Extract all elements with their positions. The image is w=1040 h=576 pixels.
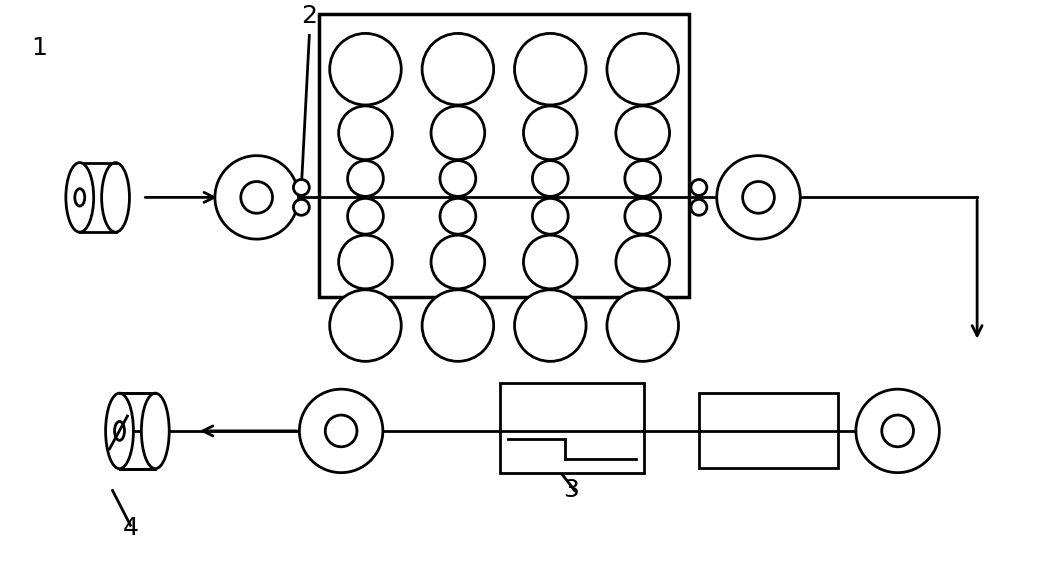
Circle shape (339, 235, 392, 289)
Circle shape (422, 33, 494, 105)
Circle shape (616, 106, 670, 160)
Ellipse shape (141, 393, 170, 469)
Circle shape (300, 389, 383, 473)
Circle shape (625, 198, 660, 234)
Circle shape (293, 199, 309, 215)
Ellipse shape (106, 393, 133, 469)
Text: 4: 4 (123, 516, 138, 540)
Circle shape (431, 106, 485, 160)
Circle shape (691, 199, 707, 215)
Circle shape (717, 156, 800, 239)
Circle shape (241, 181, 272, 213)
Circle shape (339, 106, 392, 160)
Circle shape (440, 161, 475, 196)
Text: 2: 2 (302, 5, 317, 28)
Ellipse shape (66, 162, 94, 232)
Bar (319, 14, 688, 297)
Circle shape (326, 415, 357, 447)
Circle shape (293, 180, 309, 195)
Circle shape (523, 235, 577, 289)
Text: 3: 3 (563, 479, 578, 502)
Text: 1: 1 (31, 36, 47, 60)
Circle shape (532, 198, 568, 234)
Circle shape (330, 290, 401, 361)
Ellipse shape (102, 162, 129, 232)
Circle shape (523, 106, 577, 160)
Circle shape (330, 33, 401, 105)
Circle shape (856, 389, 939, 473)
Bar (500, 383, 644, 473)
Circle shape (625, 161, 660, 196)
Circle shape (422, 290, 494, 361)
Circle shape (616, 235, 670, 289)
Circle shape (215, 156, 298, 239)
Circle shape (515, 290, 587, 361)
Circle shape (440, 198, 475, 234)
Circle shape (607, 290, 678, 361)
Circle shape (347, 161, 384, 196)
Circle shape (607, 33, 678, 105)
Ellipse shape (114, 422, 125, 441)
Circle shape (347, 198, 384, 234)
Circle shape (515, 33, 587, 105)
Circle shape (532, 161, 568, 196)
Bar (699, 393, 838, 468)
Ellipse shape (75, 189, 84, 206)
Circle shape (743, 181, 775, 213)
Circle shape (882, 415, 913, 447)
Circle shape (431, 235, 485, 289)
Circle shape (691, 180, 707, 195)
